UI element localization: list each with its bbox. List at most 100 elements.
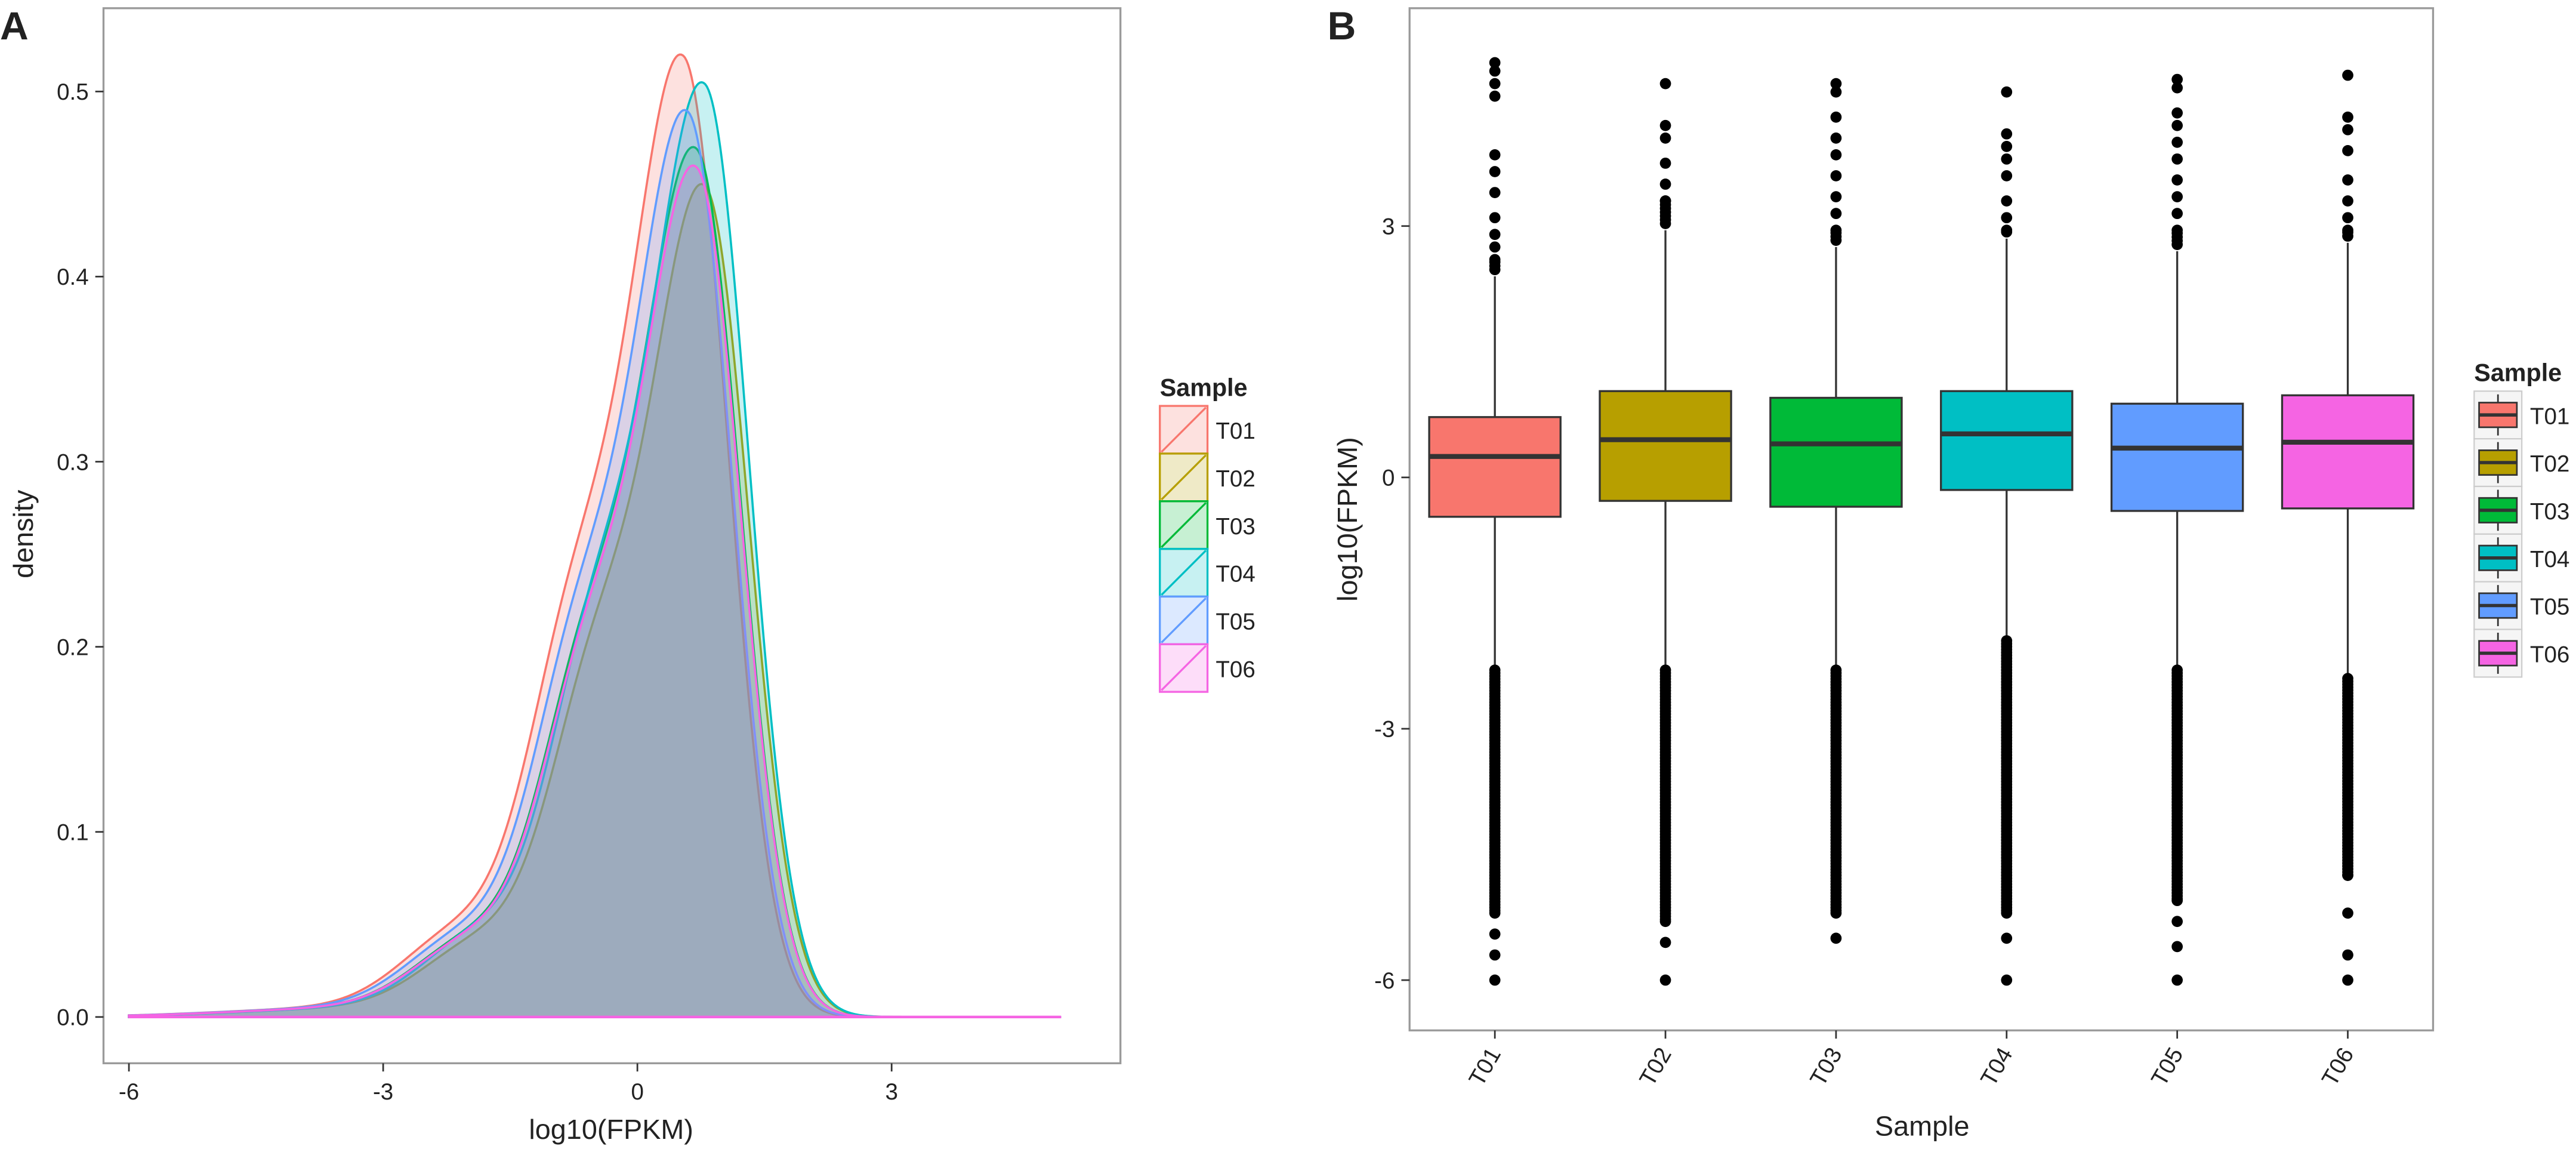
outlier-point <box>2001 195 2013 207</box>
boxplot-t05 <box>2110 73 2244 986</box>
outlier-point <box>2001 153 2013 165</box>
outlier-point <box>2171 174 2183 186</box>
outlier-point <box>2001 224 2013 236</box>
legend-item-t03: T03 <box>2473 485 2569 535</box>
outlier-point <box>2342 124 2353 135</box>
legend-label-t06: T06 <box>2530 642 2569 668</box>
panel-b-y-tick-label: 3 <box>1382 214 1395 239</box>
legend-label-t01: T01 <box>1215 418 1255 444</box>
outlier-point <box>1830 191 1842 202</box>
panel-b-x-tick-label: T03 <box>1805 1043 1847 1091</box>
legend-label-t05: T05 <box>1215 609 1255 634</box>
outlier-point <box>2171 136 2183 148</box>
outlier-point <box>2171 73 2183 85</box>
outlier-point <box>1830 86 1842 98</box>
outlier-point <box>1830 208 1842 220</box>
outlier-point <box>1659 78 1671 90</box>
legend-label-t04: T04 <box>1215 562 1255 587</box>
outlier-point <box>1830 170 1842 181</box>
panel-b-y-axis-title: log10(FPKM) <box>1332 437 1363 602</box>
outlier-point <box>1659 158 1671 169</box>
legend-key-diagonal <box>1161 597 1207 643</box>
panel-a-y-tick-label: 0.5 <box>57 79 89 105</box>
outlier-point <box>1659 974 1671 986</box>
legend-item-t02: T02 <box>1159 452 1255 503</box>
panel-a-y-tick-label: 0.4 <box>57 264 89 290</box>
panel-b: B -6 -3 0 3 T01 T02 T03 T04 T05 T06 Sample log10(… <box>1328 4 2570 1141</box>
box-iqr <box>2110 402 2244 512</box>
panel-a-plot-area <box>102 7 1122 1064</box>
outlier-point <box>2342 195 2353 207</box>
panel-a-legend-items: T01 T02 T03 T04 T05 T06 <box>1159 405 1255 693</box>
outlier-point <box>2342 145 2353 156</box>
legend-item-t04: T04 <box>1159 547 1255 598</box>
boxplot-t04 <box>1940 86 2074 986</box>
outlier-point <box>1830 149 1842 161</box>
panel-a-y-tick-label: 0.0 <box>57 1005 89 1031</box>
outlier-point <box>1830 907 1842 919</box>
outlier-point <box>1489 65 1501 77</box>
outlier-point <box>2171 224 2183 236</box>
outlier-point <box>1659 195 1671 207</box>
outlier-point <box>1489 187 1501 198</box>
outlier-point <box>1489 149 1501 161</box>
boxplot-t06 <box>2281 69 2415 986</box>
outlier-point <box>2342 870 2353 881</box>
box-iqr <box>1428 416 1562 518</box>
outlier-point <box>1489 907 1501 919</box>
outlier-point <box>1489 949 1501 961</box>
outlier-point <box>2171 82 2183 94</box>
outlier-point <box>2342 69 2353 81</box>
outlier-point <box>2342 212 2353 224</box>
legend-label-t02: T02 <box>2530 451 2569 477</box>
panel-a-y-tick-label: 0.3 <box>57 449 89 475</box>
legend-label-t06: T06 <box>1215 657 1255 682</box>
legend-label-t03: T03 <box>1215 514 1255 540</box>
outlier-point <box>2171 974 2183 986</box>
panel-a-y-axis-title: density <box>8 489 39 578</box>
outlier-point <box>2342 174 2353 186</box>
boxplot-t02 <box>1599 78 1732 986</box>
legend-item-t04: T04 <box>2473 533 2569 583</box>
legend-label-t05: T05 <box>2530 595 2569 620</box>
panel-b-y-tick-label: -6 <box>1374 968 1395 994</box>
panel-a-ticks: 0.0 0.1 0.2 0.3 0.4 0.5 -6 -3 0 3 <box>57 79 898 1105</box>
outlier-point <box>2171 191 2183 202</box>
legend-key-diagonal <box>1161 502 1207 548</box>
outlier-point <box>2171 107 2183 119</box>
panel-b-x-tick-label: T05 <box>2146 1043 2188 1091</box>
outlier-point <box>1830 224 1842 236</box>
panel-a: A 0.0 0.1 0.2 0.3 0.4 0.5 -6 -3 0 3 log10(FPKM) d… <box>0 4 1255 1145</box>
outlier-point <box>2342 907 2353 919</box>
outlier-point <box>2171 119 2183 131</box>
panel-b-x-tick-label: T01 <box>1464 1043 1506 1091</box>
outlier-point <box>2001 907 2013 919</box>
outlier-point <box>1830 111 1842 123</box>
legend-label-t01: T01 <box>2530 403 2569 429</box>
outlier-point <box>2001 932 2013 944</box>
panel-b-plot-area <box>1408 7 2435 1031</box>
panel-a-x-tick-label: -6 <box>119 1079 139 1105</box>
outlier-point <box>1659 119 1671 131</box>
outlier-point <box>2001 86 2013 98</box>
outlier-point <box>1489 90 1501 102</box>
panel-b-legend: Sample T01 T02 T03 T04 T05 T06 <box>2473 359 2569 678</box>
legend-item-t01: T01 <box>1159 405 1255 455</box>
panel-b-y-tick-label: -3 <box>1374 717 1395 743</box>
outlier-point <box>1489 229 1501 241</box>
legend-item-t02: T02 <box>2473 438 2569 488</box>
panel-a-legend-title: Sample <box>1160 374 1248 402</box>
outlier-point <box>2342 949 2353 961</box>
panel-a-y-tick-label: 0.1 <box>57 820 89 845</box>
outlier-point <box>2171 895 2183 907</box>
outlier-point <box>2171 941 2183 953</box>
panel-a-label: A <box>0 4 29 48</box>
boxplot-t03 <box>1769 78 1903 944</box>
panel-b-x-axis-title: Sample <box>1875 1110 1970 1141</box>
outlier-point <box>1489 254 1501 266</box>
boxplot-t01 <box>1428 57 1562 986</box>
legend-item-t06: T06 <box>2473 629 2569 678</box>
legend-item-t05: T05 <box>1159 595 1255 645</box>
panel-b-y-tick-label: 0 <box>1382 466 1395 491</box>
